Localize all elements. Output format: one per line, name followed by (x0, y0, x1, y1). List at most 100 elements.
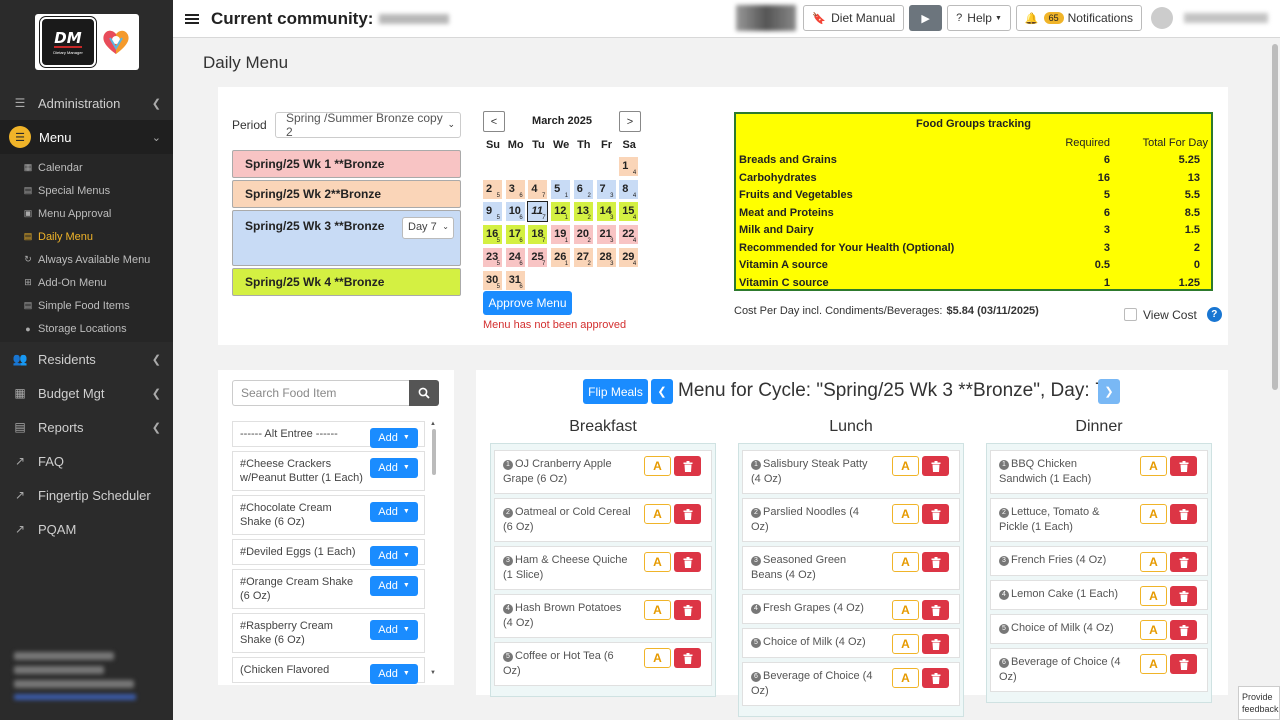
add-food-button[interactable]: Add ▼ (370, 428, 418, 448)
calendar-day[interactable]: 26 1 (550, 246, 572, 268)
alternate-button[interactable]: A (644, 552, 671, 572)
view-cost-checkbox[interactable] (1124, 308, 1137, 321)
period-select[interactable]: Spring /Summer Bronze copy 2 ⌄ (275, 111, 461, 139)
food-list-scrollbar[interactable]: ▲ ▼ (430, 421, 438, 676)
menu-item[interactable]: 3 Seasoned Green Beans (4 Oz) A (742, 546, 960, 590)
nav-menu[interactable]: ☰ Menu ⌄ (0, 120, 173, 154)
search-input[interactable]: Search Food Item (232, 380, 409, 406)
sidebar-item-menu-approval[interactable]: ▣ Menu Approval (0, 202, 173, 225)
alternate-button[interactable]: A (1140, 586, 1167, 606)
delete-button[interactable] (1170, 456, 1197, 476)
sidebar-item-special-menus[interactable]: ▤ Special Menus (0, 179, 173, 202)
scroll-up-icon[interactable]: ▲ (430, 421, 436, 427)
next-day-button[interactable]: ❯ (1098, 379, 1120, 404)
delete-button[interactable] (922, 504, 949, 524)
nav-fingertip-scheduler[interactable]: ↗ Fingertip Scheduler (0, 478, 173, 512)
calendar-day[interactable]: 24 6 (504, 246, 526, 268)
week-item-4[interactable]: Spring/25 Wk 4 **Bronze (232, 268, 461, 296)
menu-item[interactable]: 2 Parslied Noodles (4 Oz) A (742, 498, 960, 542)
calendar-day[interactable]: 11 7 (527, 201, 549, 223)
provide-feedback-button[interactable]: Provide feedback (1238, 686, 1280, 720)
calendar-day[interactable]: 10 6 (504, 201, 526, 223)
alternate-button[interactable]: A (1140, 620, 1167, 640)
alternate-button[interactable]: A (644, 600, 671, 620)
calendar-prev-button[interactable]: < (483, 111, 505, 132)
hamburger-menu-icon[interactable] (185, 13, 199, 24)
prev-day-button[interactable]: ❮ (651, 379, 673, 404)
nav-faq[interactable]: ↗ FAQ (0, 444, 173, 478)
flip-meals-button[interactable]: Flip Meals (583, 379, 648, 404)
calendar-day[interactable]: 20 2 (572, 224, 594, 246)
menu-item[interactable]: 3 French Fries (4 Oz) A (990, 546, 1208, 576)
alternate-button[interactable]: A (644, 648, 671, 668)
calendar-day[interactable]: 25 7 (527, 246, 549, 268)
menu-item[interactable]: 4 Hash Brown Potatoes (4 Oz) A (494, 594, 712, 638)
sidebar-item-add-on-menu[interactable]: ⊞ Add-On Menu (0, 271, 173, 294)
approve-menu-button[interactable]: Approve Menu (483, 291, 572, 315)
delete-button[interactable] (674, 456, 701, 476)
alternate-button[interactable]: A (892, 552, 919, 572)
alternate-button[interactable]: A (1140, 456, 1167, 476)
menu-item[interactable]: 4 Lemon Cake (1 Each) A (990, 580, 1208, 610)
delete-button[interactable] (1170, 620, 1197, 640)
menu-item[interactable]: 6 Beverage of Choice (4 Oz) A (742, 662, 960, 706)
menu-item[interactable]: 1 Salisbury Steak Patty (4 Oz) A (742, 450, 960, 494)
help-dropdown[interactable]: ? Help ▼ (947, 5, 1011, 31)
alternate-button[interactable]: A (1140, 552, 1167, 572)
calendar-day[interactable]: 21 3 (595, 224, 617, 246)
search-button[interactable] (409, 380, 439, 406)
delete-button[interactable] (674, 648, 701, 668)
calendar-day[interactable]: 16 5 (482, 224, 503, 246)
alternate-button[interactable]: A (644, 456, 671, 476)
delete-button[interactable] (674, 504, 701, 524)
add-food-button[interactable]: Add ▼ (370, 546, 418, 566)
menu-item[interactable]: 2 Oatmeal or Cold Cereal (6 Oz) A (494, 498, 712, 542)
alternate-button[interactable]: A (892, 456, 919, 476)
sidebar-item-always-available-menu[interactable]: ↻ Always Available Menu (0, 248, 173, 271)
week-item-3[interactable]: Spring/25 Wk 3 **Bronze Day 7 ⌄ (232, 210, 461, 266)
calendar-day[interactable]: 19 1 (550, 224, 572, 246)
page-scrollbar[interactable] (1270, 38, 1280, 720)
help-icon[interactable]: ? (1206, 307, 1222, 322)
sidebar-item-simple-food-items[interactable]: ▤ Simple Food Items (0, 294, 173, 317)
add-food-button[interactable]: Add ▼ (370, 620, 418, 640)
delete-button[interactable] (922, 456, 949, 476)
calendar-day[interactable]: 28 3 (595, 246, 617, 268)
delete-button[interactable] (1170, 504, 1197, 524)
calendar-day[interactable]: 17 6 (504, 224, 526, 246)
avatar[interactable] (1151, 7, 1173, 29)
calendar-day[interactable]: 13 2 (572, 201, 594, 223)
delete-button[interactable] (674, 552, 701, 572)
nav-pqam[interactable]: ↗ PQAM (0, 512, 173, 546)
menu-item[interactable]: 1 BBQ Chicken Sandwich (1 Each) A (990, 450, 1208, 494)
nav-reports[interactable]: ▤ Reports ❮ (0, 410, 173, 444)
menu-item[interactable]: 6 Beverage of Choice (4 Oz) A (990, 648, 1208, 692)
delete-button[interactable] (674, 600, 701, 620)
menu-item[interactable]: 2 Lettuce, Tomato & Pickle (1 Each) A (990, 498, 1208, 542)
calendar-day[interactable]: 18 7 (527, 224, 549, 246)
delete-button[interactable] (922, 552, 949, 572)
calendar-day[interactable]: 23 5 (482, 246, 503, 268)
calendar-day[interactable]: 12 1 (550, 201, 572, 223)
alternate-button[interactable]: A (892, 668, 919, 688)
nav-budget-mgt[interactable]: ▦ Budget Mgt ❮ (0, 376, 173, 410)
add-food-button[interactable]: Add ▼ (370, 458, 418, 478)
day-select[interactable]: Day 7 ⌄ (402, 217, 454, 239)
alternate-button[interactable]: A (1140, 504, 1167, 524)
delete-button[interactable] (1170, 654, 1197, 674)
user-name-redacted[interactable] (1184, 13, 1268, 23)
delete-button[interactable] (922, 668, 949, 688)
nav-administration[interactable]: ☰ Administration ❮ (0, 86, 173, 120)
menu-item[interactable]: 4 Fresh Grapes (4 Oz) A (742, 594, 960, 624)
menu-item[interactable]: 3 Ham & Cheese Quiche (1 Slice) A (494, 546, 712, 590)
calendar-day[interactable]: 27 2 (572, 246, 594, 268)
